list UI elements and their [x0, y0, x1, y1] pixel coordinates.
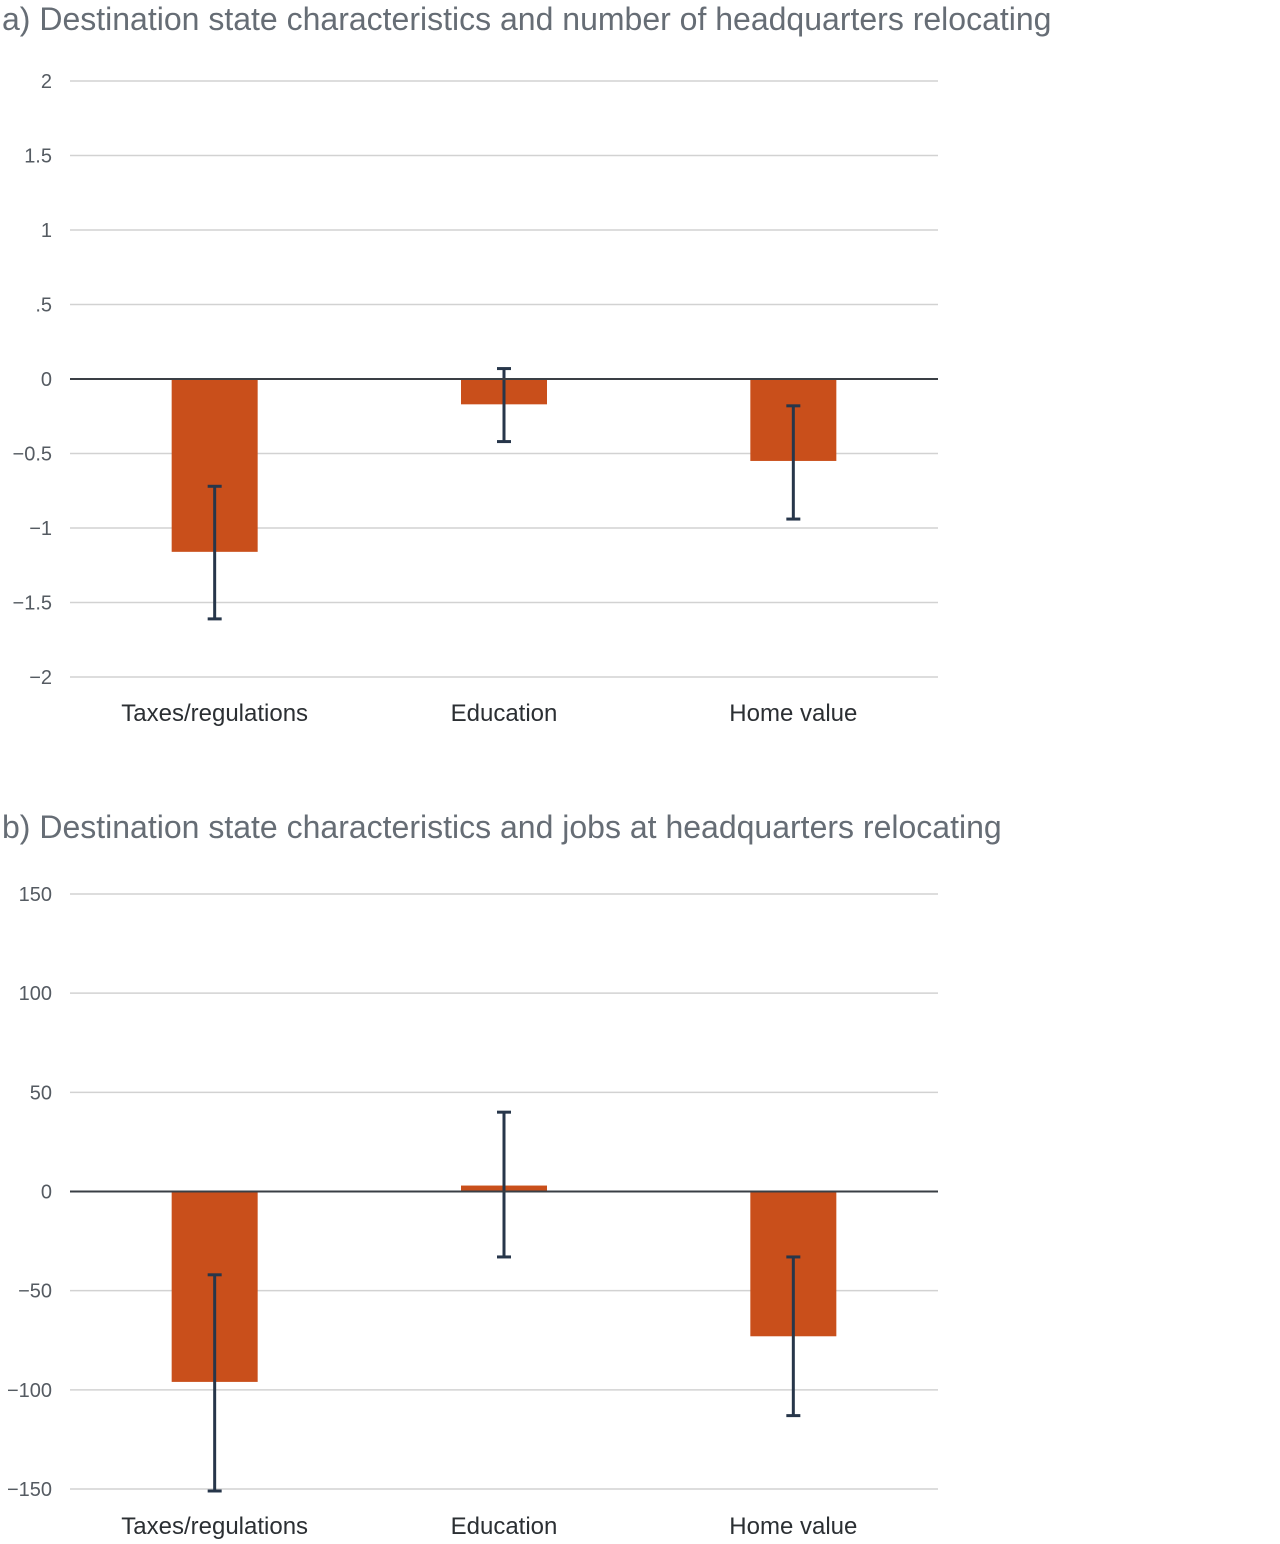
y-tick-label: −1.5: [13, 593, 52, 615]
chart-panel-b: b) Destination state characteristics and…: [0, 808, 1280, 1544]
y-tick-label: −2: [29, 667, 52, 689]
category-label: Home value: [729, 700, 857, 727]
y-tick-label: 1.5: [24, 146, 52, 168]
chart-panel-a: a) Destination state characteristics and…: [0, 0, 1280, 760]
y-tick-label: −1: [29, 518, 52, 540]
y-tick-label: 0: [41, 369, 52, 391]
y-tick-label: −50: [18, 1281, 52, 1303]
y-tick-label: 50: [30, 1082, 52, 1104]
y-tick-label: −100: [7, 1380, 52, 1402]
y-tick-label: 1: [41, 220, 52, 242]
category-label: Home value: [729, 1513, 857, 1540]
y-tick-label: .5: [35, 295, 52, 317]
y-tick-label: −150: [7, 1479, 52, 1501]
category-label: Taxes/regulations: [121, 1513, 308, 1540]
y-tick-label: 2: [41, 71, 52, 93]
chart-title: b) Destination state characteristics and…: [2, 809, 1002, 845]
chart-title: a) Destination state characteristics and…: [2, 1, 1052, 37]
y-tick-label: 150: [19, 884, 52, 906]
y-tick-label: 100: [19, 983, 52, 1005]
bar-chart-b: 150 100 50 0 −50 −100 −150 Taxes/regulations Edu…: [7, 884, 938, 1540]
y-tick-label: 0: [41, 1182, 52, 1204]
y-tick-label: −0.5: [13, 444, 52, 466]
category-label: Taxes/regulations: [121, 700, 308, 727]
category-label: Education: [451, 700, 558, 727]
category-label: Education: [451, 1513, 558, 1540]
